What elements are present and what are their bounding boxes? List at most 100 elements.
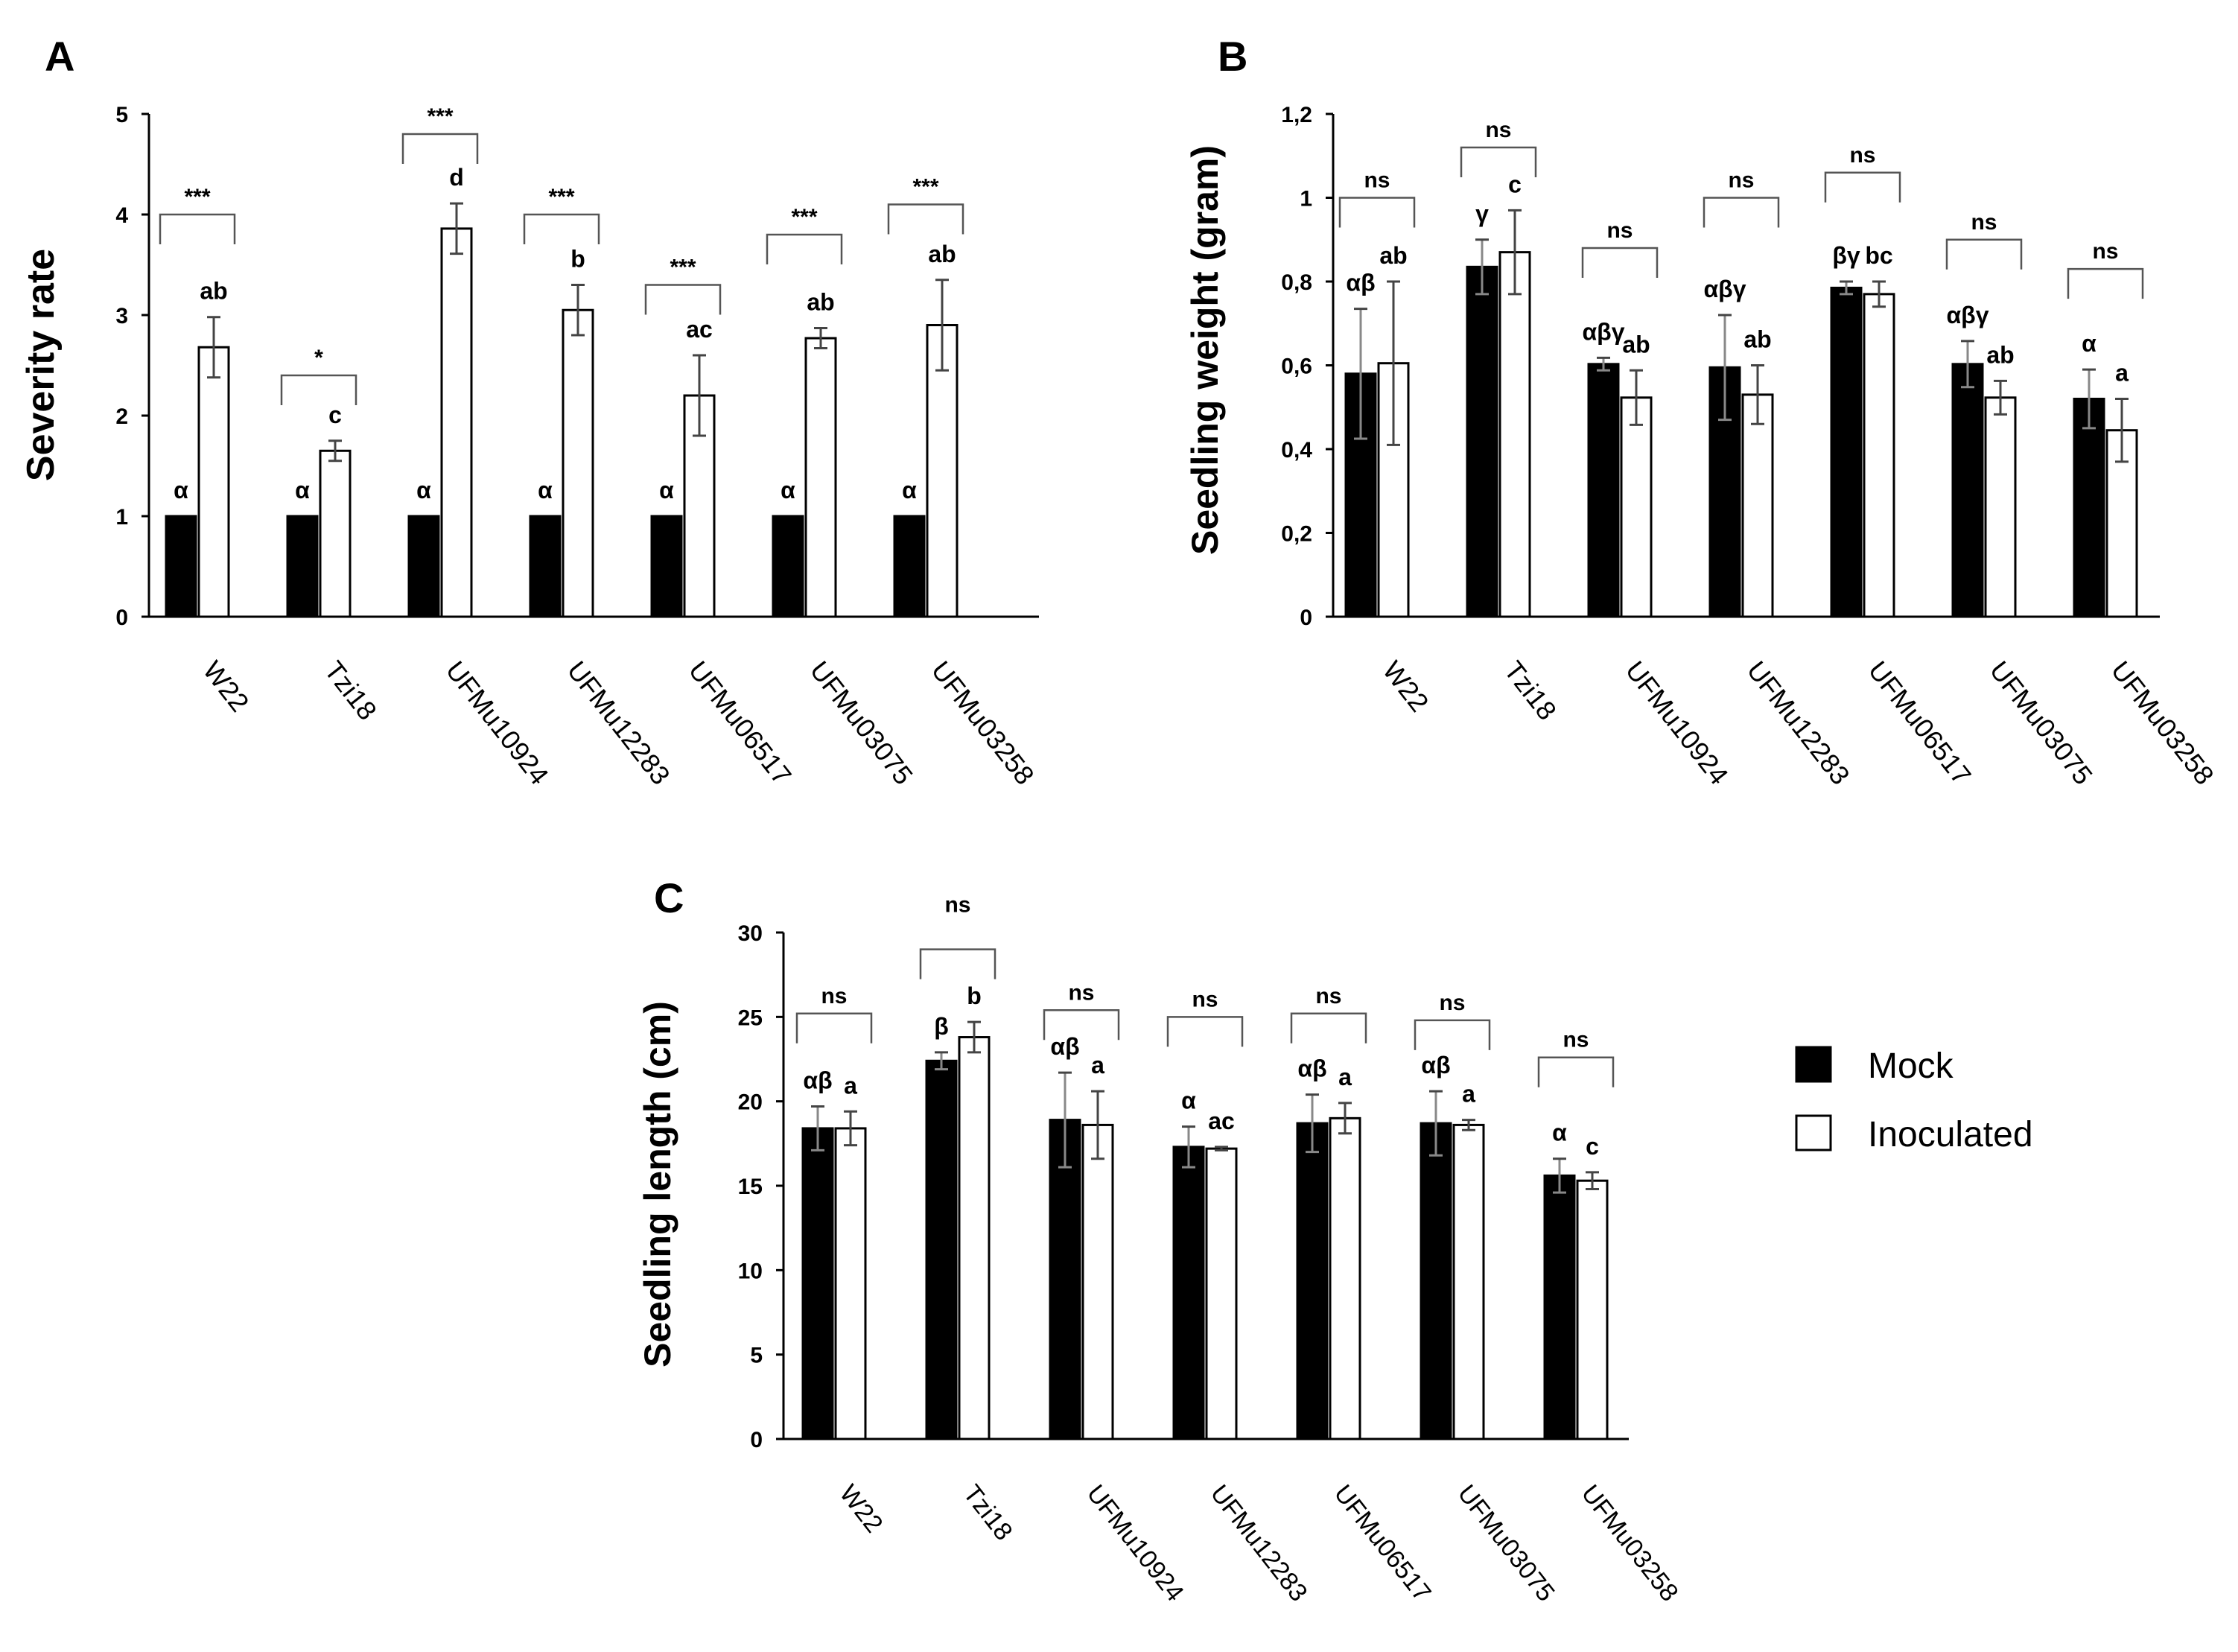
bar-inoculated <box>1741 393 1774 618</box>
bracket-label: ns <box>1728 168 1754 193</box>
bar-mock <box>165 515 197 618</box>
x-category-label: UFMu10924 <box>440 655 555 790</box>
significance-letter: a <box>1091 1052 1104 1078</box>
comparison-bracket <box>644 284 722 315</box>
bar-inoculated <box>2105 429 2138 618</box>
legend-inoculated-label: Inoculated <box>1868 1115 2033 1154</box>
significance-letter: c <box>1508 171 1522 197</box>
comparison-bracket <box>766 233 843 264</box>
bracket-label: ns <box>1068 980 1094 1005</box>
significance-letter: γ <box>1475 200 1489 227</box>
bracket-label: ns <box>821 984 847 1008</box>
comparison-bracket <box>1703 197 1780 228</box>
y-axis-label: Severity rate <box>19 249 63 481</box>
comparison-bracket <box>1460 146 1537 177</box>
bar-mock <box>1543 1174 1576 1440</box>
significance-letter: α <box>1552 1119 1567 1146</box>
y-tick-label: 10 <box>738 1259 763 1283</box>
bar-inoculated <box>926 324 959 618</box>
bracket-label: *** <box>670 255 696 280</box>
bar-mock <box>893 515 926 618</box>
significance-letter: ab <box>1379 242 1407 269</box>
x-category-label: Tzi18 <box>1498 655 1563 726</box>
x-category-label: UFMu03075 <box>804 655 919 790</box>
bracket-label: *** <box>184 185 210 209</box>
x-category-label: Tzi18 <box>958 1480 1018 1546</box>
comparison-bracket <box>795 1012 873 1043</box>
significance-letter: βγ <box>1832 242 1860 269</box>
significance-letter: αβ <box>1050 1033 1079 1060</box>
bracket-label: * <box>314 346 323 370</box>
y-tick-label: 2 <box>115 404 128 429</box>
comparison-bracket <box>1537 1056 1615 1087</box>
significance-letter: a <box>2115 360 2129 387</box>
y-tick-label: 5 <box>750 1344 763 1368</box>
bar-mock <box>1466 265 1498 618</box>
y-tick-label: 0 <box>750 1428 763 1452</box>
bar-inoculated <box>1377 362 1410 618</box>
significance-letter: β <box>934 1013 949 1040</box>
significance-letter: αβγ <box>1583 318 1625 345</box>
significance-letter: ab <box>1743 326 1771 353</box>
significance-letter: c <box>1586 1133 1599 1160</box>
comparison-bracket <box>1166 1016 1244 1047</box>
comparison-bracket <box>1581 247 1659 278</box>
y-tick-label: 0 <box>1300 606 1312 630</box>
bar-inoculated <box>1620 396 1653 618</box>
comparison-bracket <box>159 213 236 244</box>
significance-letter: a <box>844 1072 857 1099</box>
x-category-label: UFMu12283 <box>1205 1480 1313 1607</box>
significance-letter: α <box>295 477 310 503</box>
bracket-label: ns <box>1971 210 1997 235</box>
significance-letter: ab <box>1986 341 2014 368</box>
significance-letter: a <box>1338 1064 1352 1090</box>
bar-inoculated <box>1863 293 1895 618</box>
bar-mock <box>1951 363 1984 618</box>
comparison-bracket <box>401 133 479 164</box>
x-category-label: UFMu06517 <box>1863 655 1977 790</box>
significance-letter: α <box>538 477 553 503</box>
significance-letter: ab <box>807 289 834 316</box>
bar-inoculated <box>834 1127 867 1440</box>
comparison-bracket <box>1338 197 1416 228</box>
bar-inoculated <box>1498 251 1531 618</box>
y-tick-label: 5 <box>115 103 128 127</box>
x-category-label: UFMu03258 <box>2105 655 2220 790</box>
significance-letter: α <box>174 477 188 503</box>
bar-mock <box>1049 1119 1081 1440</box>
significance-letter: α <box>902 477 917 503</box>
bar-mock <box>1830 286 1863 618</box>
significance-letter: ac <box>1208 1108 1235 1134</box>
bar-inoculated <box>1081 1123 1114 1440</box>
legend-mock-swatch <box>1795 1046 1832 1083</box>
significance-letter: α <box>659 477 674 503</box>
bar-inoculated <box>197 346 230 618</box>
significance-letter: ab <box>200 278 227 305</box>
bar-inoculated <box>440 227 473 618</box>
bar-inoculated <box>1984 396 2017 618</box>
y-tick-label: 0,2 <box>1281 522 1312 547</box>
bracket-label: ns <box>944 893 970 918</box>
significance-letter: c <box>328 401 342 428</box>
comparison-bracket <box>887 203 964 235</box>
comparison-bracket <box>1824 171 1901 203</box>
comparison-bracket <box>919 948 996 979</box>
bar-inoculated <box>1452 1123 1485 1440</box>
significance-letter: α <box>781 477 795 503</box>
y-axis-label: Seedling length (cm) <box>637 1001 678 1367</box>
bar-mock <box>772 515 804 618</box>
x-category-label: UFMu06517 <box>683 655 798 790</box>
y-tick-label: 1,2 <box>1281 103 1312 127</box>
panel-label: B <box>1218 33 1247 80</box>
bar-inoculated <box>562 308 594 618</box>
x-category-label: UFMu12283 <box>562 655 676 790</box>
significance-letter: αβ <box>803 1067 832 1093</box>
x-category-label: W22 <box>1377 655 1435 718</box>
bar-mock <box>925 1059 958 1440</box>
bar-mock <box>529 515 562 618</box>
legend-inoculated-swatch <box>1795 1114 1832 1151</box>
bracket-label: ns <box>1849 143 1875 168</box>
y-tick-label: 4 <box>115 203 128 228</box>
significance-letter: b <box>967 982 982 1009</box>
